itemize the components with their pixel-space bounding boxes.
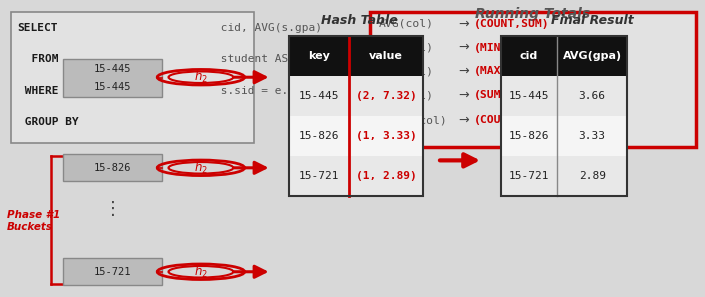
Text: 15-445: 15-445 [94,64,132,75]
Text: 15-721: 15-721 [299,171,339,181]
Text: (2, 7.32): (2, 7.32) [355,91,417,101]
FancyBboxPatch shape [11,12,254,143]
Text: AVG(gpa): AVG(gpa) [563,51,622,61]
Text: key: key [308,51,330,61]
Text: Final Result: Final Result [551,14,634,27]
Text: MIN(col): MIN(col) [379,42,434,53]
Text: COUNT(col): COUNT(col) [379,115,448,125]
Text: $h_2$: $h_2$ [194,264,208,280]
FancyBboxPatch shape [289,156,423,196]
Text: (SUM): (SUM) [474,90,508,100]
Text: 15-721: 15-721 [508,171,549,181]
FancyBboxPatch shape [501,116,627,156]
Text: (COUNT,SUM): (COUNT,SUM) [474,19,549,29]
Text: (MIN): (MIN) [474,42,508,53]
FancyBboxPatch shape [63,59,162,97]
FancyBboxPatch shape [501,76,627,116]
Text: →: → [458,89,469,102]
Text: FROM: FROM [18,54,58,64]
Text: GROUP BY: GROUP BY [18,117,78,127]
FancyBboxPatch shape [63,258,162,285]
Text: 15-721: 15-721 [94,267,132,277]
Text: cid, AVG(s.gpa): cid, AVG(s.gpa) [214,23,322,33]
Text: (1, 2.89): (1, 2.89) [355,171,417,181]
Text: 15-826: 15-826 [299,131,339,141]
Text: Running Totals: Running Totals [474,7,590,21]
Text: s.sid = e.sid: s.sid = e.sid [214,86,308,96]
Text: Phase #1
Buckets: Phase #1 Buckets [7,211,61,232]
Text: 15-826: 15-826 [508,131,549,141]
Text: 15-445: 15-445 [508,91,549,101]
Text: AVG(col): AVG(col) [379,19,434,29]
Text: →: → [458,17,469,30]
FancyBboxPatch shape [501,156,627,196]
Text: $h_2$: $h_2$ [194,69,208,85]
Text: (1, 3.33): (1, 3.33) [355,131,417,141]
Text: (MAX): (MAX) [474,66,508,76]
Text: WHERE: WHERE [18,86,58,96]
Text: SELECT: SELECT [18,23,58,33]
Text: cid: cid [520,51,538,61]
FancyBboxPatch shape [289,116,423,156]
Text: MAX(col): MAX(col) [379,66,434,76]
Text: 3.66: 3.66 [579,91,606,101]
FancyBboxPatch shape [289,76,423,116]
Text: →: → [458,65,469,78]
Text: cid: cid [312,117,339,127]
FancyBboxPatch shape [63,154,162,181]
Text: SUM(col): SUM(col) [379,90,434,100]
Text: student AS s, enrolled AS e: student AS s, enrolled AS e [214,54,403,64]
Text: 15-445: 15-445 [94,81,132,91]
FancyBboxPatch shape [501,36,627,76]
FancyBboxPatch shape [289,36,423,76]
Text: 3.33: 3.33 [579,131,606,141]
Text: ⋮: ⋮ [104,200,122,218]
Text: (COUNT): (COUNT) [474,115,522,125]
Text: 15-826: 15-826 [94,163,132,173]
Text: →: → [458,114,469,127]
Text: 15-445: 15-445 [299,91,339,101]
Text: 2.89: 2.89 [579,171,606,181]
Text: $h_2$: $h_2$ [194,160,208,176]
Text: →: → [458,41,469,54]
FancyBboxPatch shape [370,12,696,147]
Text: Hash Table: Hash Table [321,14,398,27]
Text: value: value [369,51,403,61]
